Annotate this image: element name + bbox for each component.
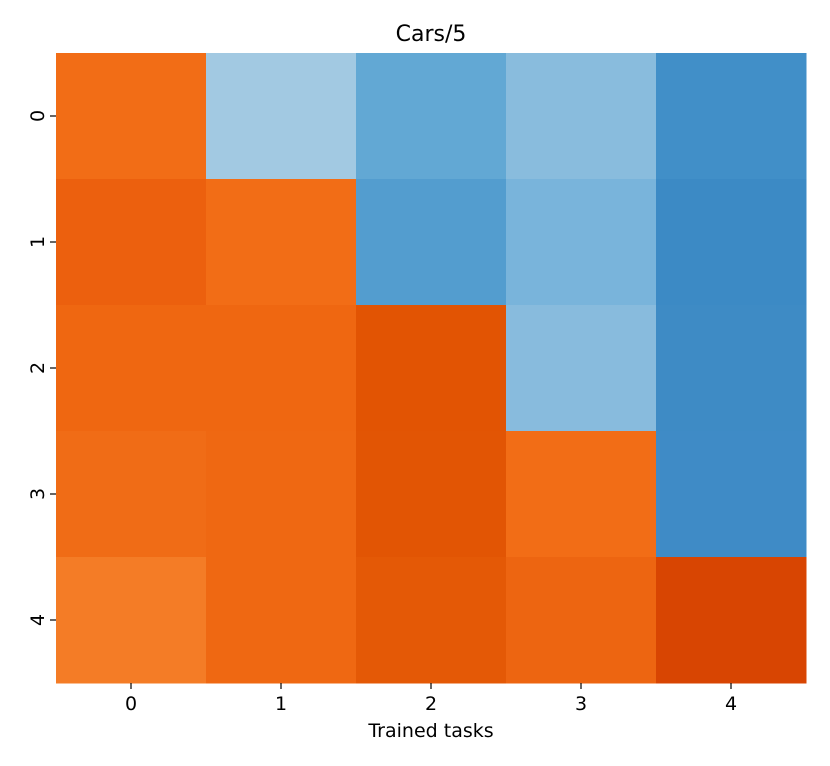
chart-title: Cars/5 <box>396 22 467 47</box>
y-tick-label: 1 <box>27 236 49 248</box>
x-tick-label: 2 <box>425 693 437 715</box>
x-axis: 0 1 2 3 4 <box>125 683 737 715</box>
heatmap-cell-r2-c1 <box>206 305 357 432</box>
heatmap-cell-r0-c4 <box>656 53 807 180</box>
heatmap-cell-r0-c3 <box>506 53 657 180</box>
x-axis-label: Trained tasks <box>367 720 493 742</box>
heatmap-cell-r2-c0 <box>56 305 207 432</box>
heatmap-cell-r4-c1 <box>206 557 357 684</box>
heatmap-cell-r4-c0 <box>56 557 207 684</box>
heatmap-cells <box>56 53 807 684</box>
y-tick-label: 3 <box>27 488 49 500</box>
heatmap-cell-r1-c1 <box>206 179 357 306</box>
heatmap-cell-r2-c4 <box>656 305 807 432</box>
y-axis: 0 1 2 3 4 <box>27 110 56 626</box>
heatmap-cell-r3-c2 <box>356 431 507 558</box>
y-tick-label: 4 <box>27 614 49 626</box>
y-tick-label: 2 <box>27 362 49 374</box>
heatmap-cell-r4-c3 <box>506 557 657 684</box>
heatmap-cell-r3-c4 <box>656 431 807 558</box>
heatmap-cell-r4-c4 <box>656 557 807 684</box>
x-tick-label: 0 <box>125 693 137 715</box>
heatmap-cell-r2-c3 <box>506 305 657 432</box>
heatmap-cell-r0-c0 <box>56 53 207 180</box>
heatmap-cell-r1-c4 <box>656 179 807 306</box>
heatmap-cell-r0-c1 <box>206 53 357 180</box>
heatmap-cell-r1-c2 <box>356 179 507 306</box>
heatmap-cell-r1-c3 <box>506 179 657 306</box>
heatmap-cell-r3-c3 <box>506 431 657 558</box>
x-tick-label: 4 <box>725 693 737 715</box>
y-tick-label: 0 <box>27 110 49 122</box>
heatmap-cell-r2-c2 <box>356 305 507 432</box>
heatmap-cell-r3-c1 <box>206 431 357 558</box>
heatmap-cell-r3-c0 <box>56 431 207 558</box>
heatmap-cell-r4-c2 <box>356 557 507 684</box>
x-tick-label: 1 <box>275 693 287 715</box>
heatmap-cell-r1-c0 <box>56 179 207 306</box>
heatmap-cell-r0-c2 <box>356 53 507 180</box>
x-tick-label: 3 <box>575 693 587 715</box>
